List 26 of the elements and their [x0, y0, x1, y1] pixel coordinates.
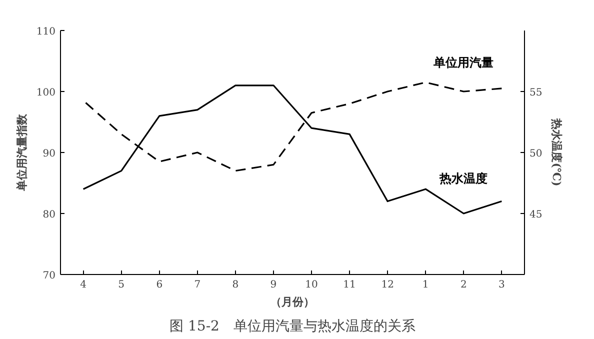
y-tick-label: 70 — [42, 270, 56, 282]
y-tick-label: 110 — [36, 26, 56, 38]
x-axis-title: （月份） — [270, 296, 314, 308]
x-tick-label: 8 — [232, 280, 239, 290]
x-tick-label: 5 — [118, 280, 125, 290]
x-tick-label: 4 — [80, 280, 87, 290]
y-tick-label: 90 — [42, 148, 56, 160]
x-tick-label: 9 — [270, 280, 277, 290]
y2-tick-label: 55 — [530, 88, 542, 98]
x-tick-label: 2 — [460, 280, 467, 290]
x-tick-label: 3 — [498, 280, 505, 290]
x-tick-label: 1 — [422, 280, 429, 290]
y-tick-label: 100 — [36, 88, 56, 98]
x-tick-label: 11 — [343, 280, 356, 290]
y-axis-title: 单位用汽量指数 — [15, 113, 28, 192]
y2-axis-title: 热水温度(℃) — [550, 118, 564, 186]
x-tick-label: 12 — [381, 280, 394, 290]
y2-tick-label: 50 — [530, 148, 542, 160]
series-label: 单位用汽量 — [432, 56, 494, 70]
x-tick-label: 7 — [194, 280, 201, 290]
caption: 图 15-2 单位用汽量与热水温度的关系 — [170, 318, 416, 334]
series-label: 热水温度 — [438, 172, 488, 186]
y2-tick-label: 45 — [530, 210, 542, 220]
y-tick-label: 80 — [42, 210, 56, 220]
x-tick-label: 10 — [305, 280, 318, 290]
x-tick-label: 6 — [156, 280, 163, 290]
